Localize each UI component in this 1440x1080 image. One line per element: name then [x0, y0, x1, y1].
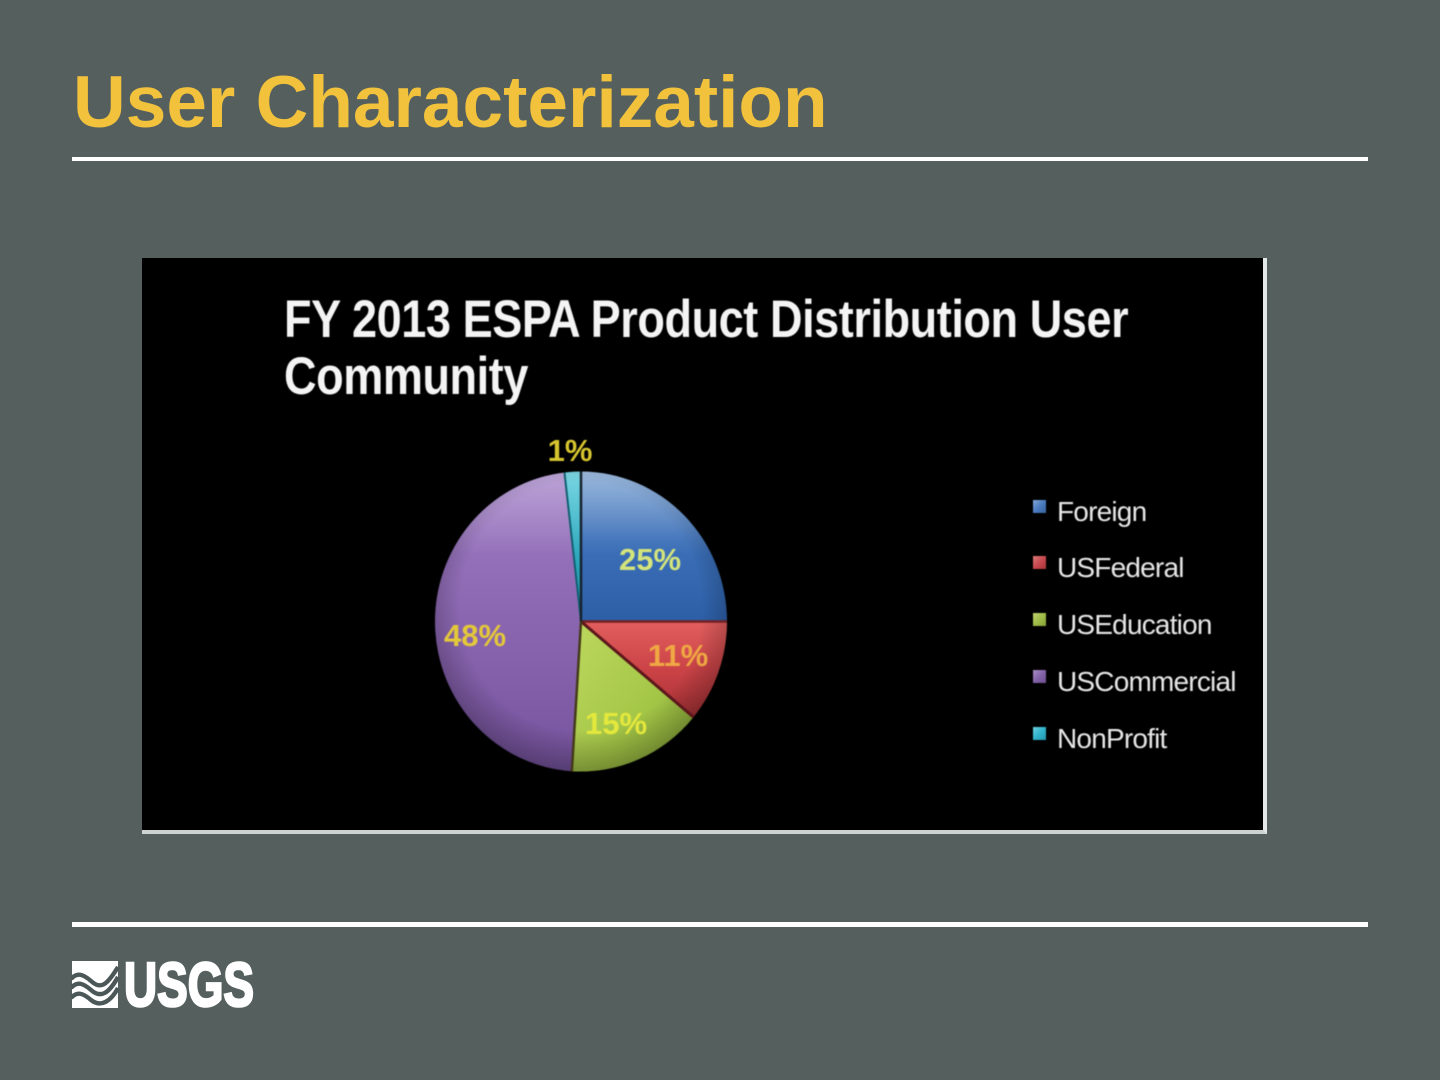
svg-text:48%: 48%	[444, 618, 506, 653]
svg-text:1%: 1%	[548, 433, 593, 468]
svg-text:15%: 15%	[585, 706, 647, 741]
svg-text:USGS: USGS	[124, 959, 254, 1011]
svg-text:25%: 25%	[619, 542, 681, 577]
svg-text:11%: 11%	[648, 638, 708, 673]
